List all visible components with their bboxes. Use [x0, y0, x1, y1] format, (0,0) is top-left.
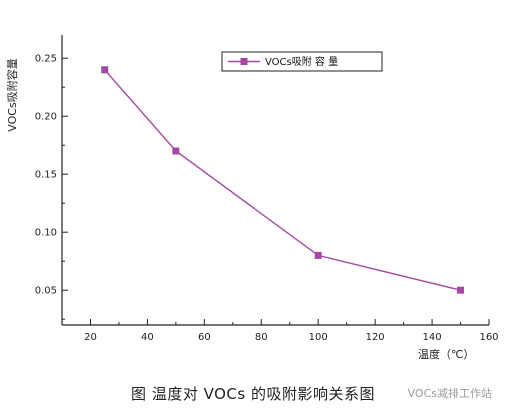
- y-tick-label: 0.05: [35, 286, 57, 297]
- y-ticks: 0.05 0.10 0.15 0.20 0.25: [35, 54, 68, 320]
- plot-frame: [61, 35, 489, 326]
- x-tick-label: 40: [141, 332, 154, 343]
- y-tick-label: 0.25: [35, 54, 57, 65]
- x-tick-label: 140: [423, 332, 442, 343]
- legend: VOCs吸附 容 量: [221, 51, 383, 72]
- data-point: [172, 147, 180, 155]
- legend-label: VOCs吸附 容 量: [265, 55, 338, 68]
- series-group: [101, 66, 465, 294]
- x-tick-label: 100: [309, 332, 328, 343]
- x-axis-label: 温度（℃）: [418, 347, 474, 361]
- y-tick-label: 0.10: [35, 228, 57, 239]
- series-line: [104, 69, 461, 291]
- x-tick-label: 60: [198, 332, 211, 343]
- x-ticks: 20 40 60 80 100 120 140 160: [84, 319, 499, 343]
- figure-caption: 图 温度对 VOCs 的吸附影响关系图: [131, 385, 375, 403]
- data-point: [101, 66, 109, 74]
- watermark: VOCs减排工作站: [407, 387, 492, 400]
- x-tick-label: 160: [479, 332, 498, 343]
- chart: 0.05 0.10 0.15 0.20 0.25 20 40 60 80 100 120 140 16…: [5, 35, 499, 361]
- y-axis-label: VOCs吸附容量: [5, 58, 19, 131]
- x-tick-label: 120: [366, 332, 385, 343]
- data-point: [457, 286, 465, 294]
- legend-box: [221, 51, 383, 72]
- x-tick-label: 20: [84, 332, 97, 343]
- y-tick-label: 0.15: [35, 170, 57, 181]
- y-tick-label: 0.20: [35, 112, 57, 123]
- data-point: [314, 251, 322, 259]
- x-tick-label: 80: [255, 332, 268, 343]
- legend-swatch-marker: [240, 58, 248, 65]
